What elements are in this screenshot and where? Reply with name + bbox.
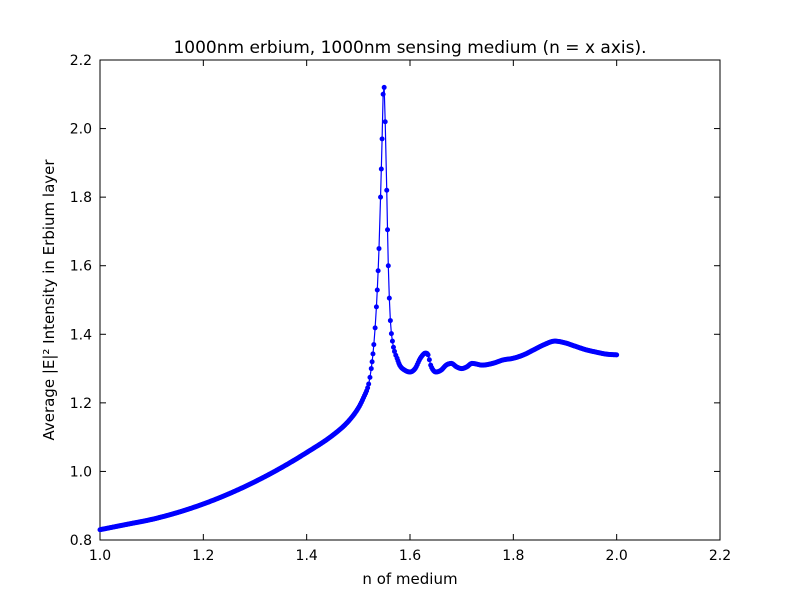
- data-point: [375, 268, 381, 274]
- data-point: [371, 342, 377, 348]
- x-tick-label: 1.4: [296, 548, 318, 564]
- x-axis-label: n of medium: [362, 570, 457, 588]
- data-point: [372, 325, 378, 331]
- x-tick-label: 1.0: [89, 548, 111, 564]
- chart-title: 1000nm erbium, 1000nm sensing medium (n …: [173, 38, 646, 58]
- data-point: [389, 338, 395, 344]
- y-axis-label: Average |E|² Intensity in Erbium layer: [40, 159, 58, 441]
- data-point: [368, 366, 374, 372]
- data-point: [426, 357, 432, 363]
- data-point: [425, 352, 431, 358]
- y-tick-label: 1.8: [70, 190, 92, 206]
- series-line: [99, 87, 617, 531]
- data-point: [380, 91, 386, 97]
- data-point: [386, 295, 392, 301]
- y-tick-label: 2.0: [70, 122, 92, 138]
- data-point: [370, 351, 376, 357]
- x-tick-label: 1.2: [192, 548, 214, 564]
- data-point: [388, 331, 394, 337]
- data-point: [390, 344, 396, 350]
- data-point: [385, 227, 391, 233]
- y-tick-label: 1.6: [70, 259, 92, 275]
- data-point: [373, 304, 379, 310]
- data-point: [376, 246, 382, 252]
- y-tick-label: 1.2: [70, 396, 92, 412]
- plot-frame: [99, 59, 721, 541]
- data-point: [378, 194, 384, 200]
- y-tick-label: 0.8: [70, 533, 92, 549]
- x-tick-label: 2.0: [606, 548, 628, 564]
- data-point: [374, 287, 380, 293]
- series-group: [97, 84, 620, 533]
- data-point: [381, 84, 387, 90]
- data-point: [365, 385, 371, 391]
- data-point: [384, 187, 390, 193]
- data-point: [366, 381, 372, 387]
- data-point: [367, 374, 373, 380]
- data-point: [378, 166, 384, 172]
- x-tick-label: 1.6: [399, 548, 421, 564]
- data-point: [614, 352, 620, 358]
- axis-ticks: 1.0 1.2 1.4 1.6 1.8 2.0 2.20.81.01.21.41.61.82…: [70, 53, 731, 564]
- y-tick-label: 1.4: [70, 327, 92, 343]
- data-point: [382, 119, 388, 125]
- x-tick-label: 2.2: [709, 548, 731, 564]
- data-point: [379, 136, 385, 142]
- x-tick-label: 1.8: [502, 548, 524, 564]
- data-point: [387, 318, 393, 324]
- data-point: [369, 359, 375, 365]
- y-tick-label: 1.0: [70, 464, 92, 480]
- y-tick-label: 2.2: [70, 53, 92, 69]
- data-point: [385, 263, 391, 269]
